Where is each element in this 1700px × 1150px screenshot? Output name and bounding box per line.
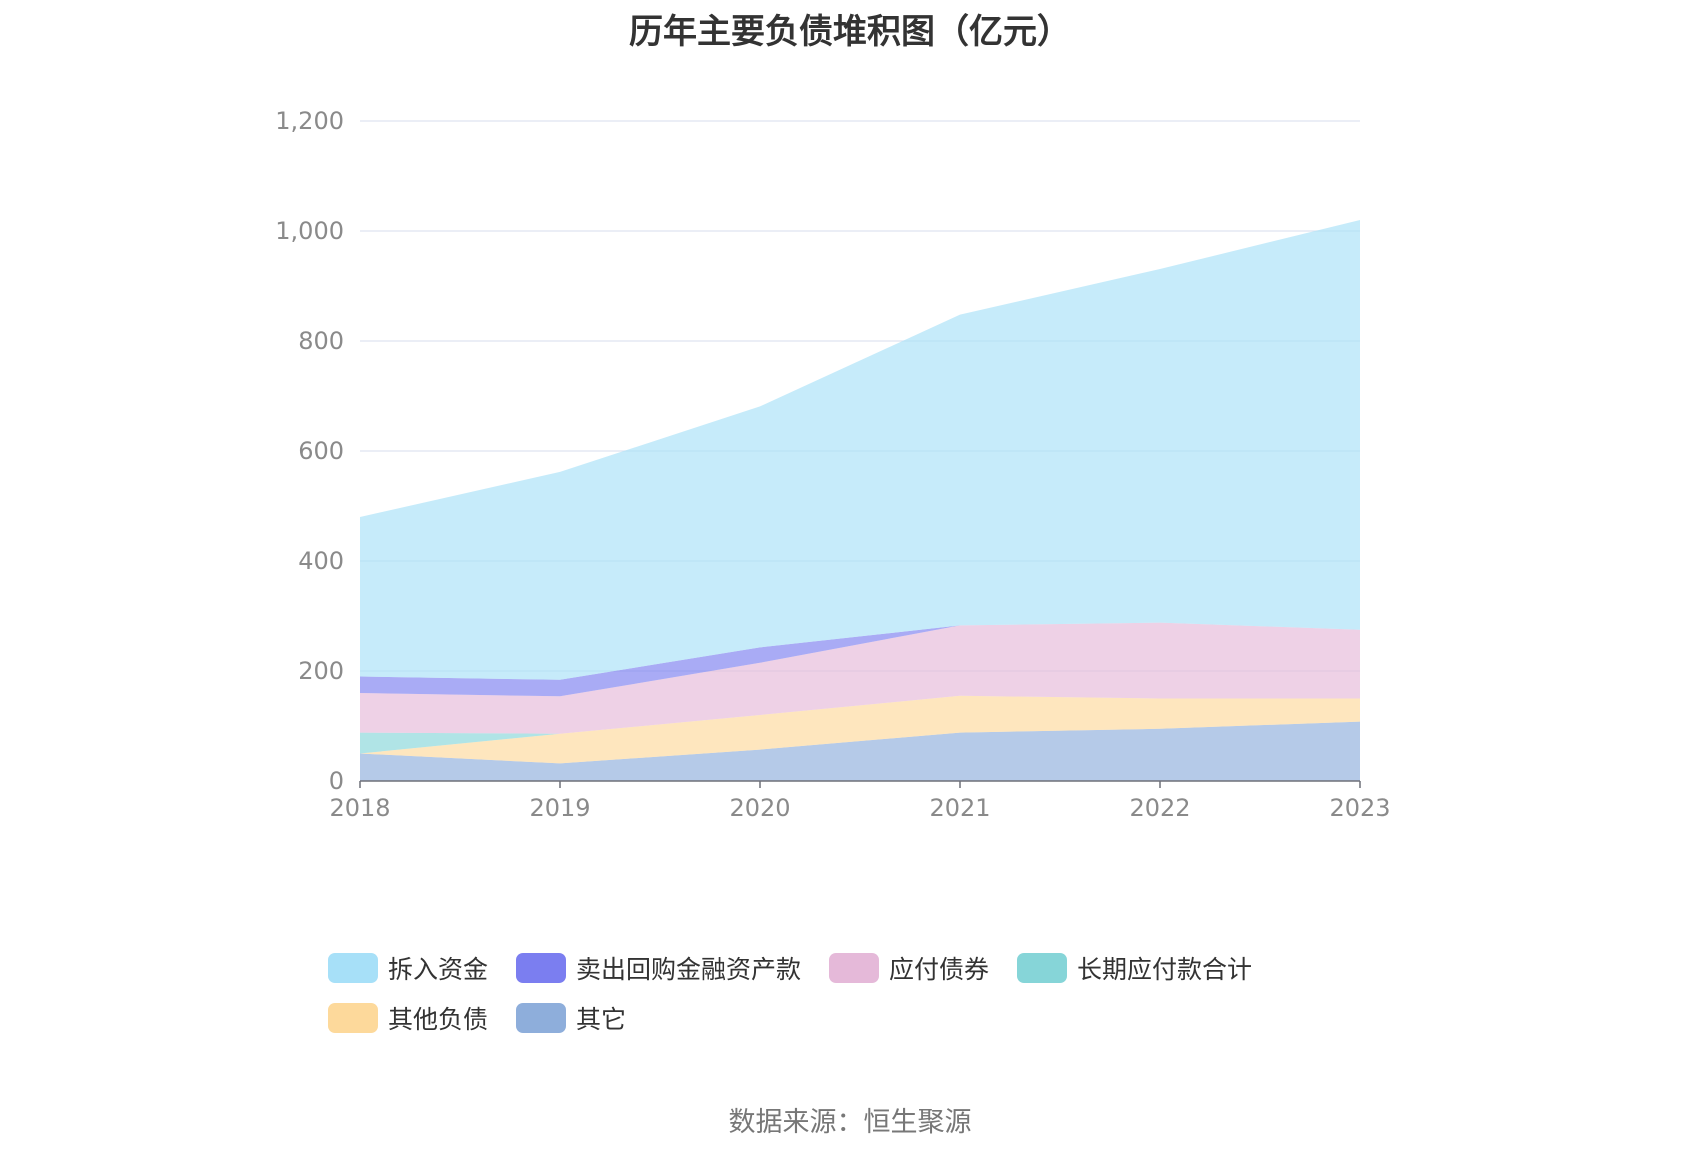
legend-label: 其它 (576, 1005, 627, 1034)
legend-label: 卖出回购金融资产款 (576, 955, 802, 984)
legend-swatch (516, 953, 567, 983)
legend-label: 长期应付款合计 (1077, 955, 1253, 984)
y-tick-label: 400 (298, 547, 344, 575)
y-tick-label: 200 (298, 657, 344, 685)
area-series-1[interactable] (360, 695, 1360, 764)
x-tick-label: 2021 (929, 794, 990, 822)
x-tick-label: 2019 (529, 794, 590, 822)
legend-item[interactable]: 应付债券 (829, 950, 989, 986)
y-axis-labels: 0 200 400 600 800 1,000 1,200 (275, 107, 344, 795)
legend: 拆入资金 卖出回购金融资产款 应付债券 长期应付款合计其他负债 其它 (328, 950, 1428, 1036)
x-tick-label: 2020 (729, 794, 790, 822)
x-tick-label: 2023 (1329, 794, 1390, 822)
x-axis (359, 780, 1361, 788)
y-tick-label: 600 (298, 437, 344, 465)
legend-label: 拆入资金 (388, 955, 489, 984)
area-series (360, 220, 1360, 781)
legend-swatch (328, 1003, 378, 1033)
legend-swatch (829, 953, 880, 983)
legend-swatch (516, 1003, 567, 1033)
legend-item[interactable]: 卖出回购金融资产款 (516, 950, 801, 986)
area-series-5[interactable] (360, 220, 1360, 680)
legend-item[interactable]: 拆入资金 (328, 950, 488, 986)
y-tick-label: 800 (298, 327, 344, 355)
area-series-4[interactable] (360, 622, 1360, 697)
y-tick-label: 0 (329, 767, 344, 795)
y-tick-label: 1,200 (275, 107, 344, 135)
area-series-0[interactable] (360, 721, 1360, 781)
legend-item[interactable]: 其他负债 (328, 1000, 488, 1036)
x-tick-label: 2022 (1129, 794, 1190, 822)
legend-label: 其他负债 (388, 1005, 489, 1034)
area-series-3[interactable] (360, 622, 1360, 734)
chart-title: 历年主要负债堆积图（亿元） (629, 12, 1071, 52)
x-tick-label: 2018 (329, 794, 390, 822)
legend-swatch (1017, 953, 1068, 983)
x-axis-labels: 2018 2019 2020 2021 2022 2023 (329, 794, 1390, 822)
data-source-note: 数据来源：恒生聚源 (728, 1107, 972, 1138)
legend-swatch (328, 953, 378, 983)
legend-label: 应付债券 (889, 955, 990, 984)
legend-item[interactable]: 其它 (516, 1000, 626, 1036)
legend-item[interactable]: 长期应付款合计 (1017, 950, 1252, 986)
y-tick-label: 1,000 (275, 217, 344, 245)
